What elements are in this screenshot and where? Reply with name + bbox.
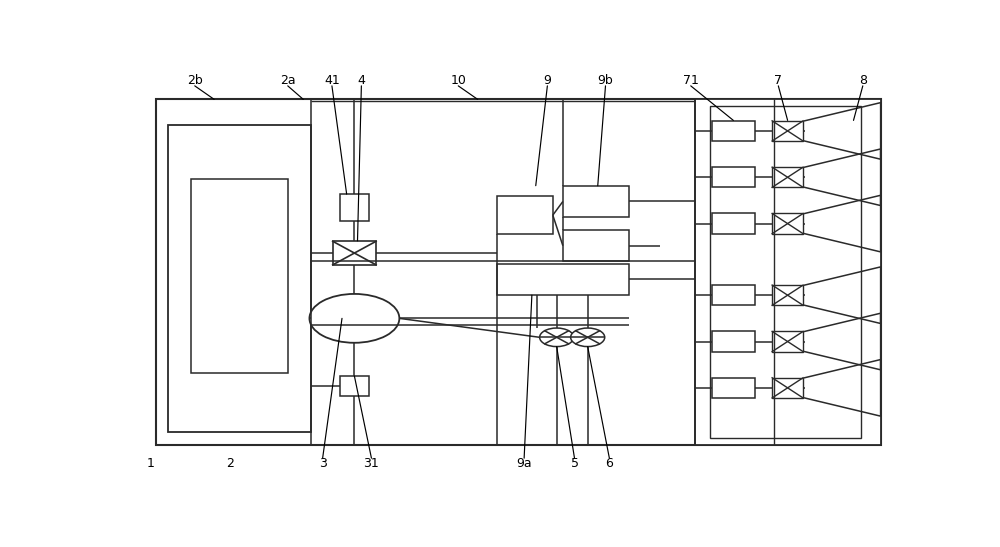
Bar bbox=[333, 241, 376, 265]
Bar bbox=[497, 196, 553, 234]
Bar bbox=[712, 121, 755, 141]
Text: 71: 71 bbox=[683, 74, 699, 87]
Bar bbox=[712, 378, 755, 398]
Bar bbox=[772, 121, 803, 141]
Text: 8: 8 bbox=[859, 74, 867, 87]
Text: 7: 7 bbox=[774, 74, 782, 87]
Text: 4: 4 bbox=[357, 74, 365, 87]
Bar bbox=[156, 100, 881, 445]
Text: 5: 5 bbox=[570, 457, 578, 470]
Text: 6: 6 bbox=[605, 457, 613, 470]
Bar bbox=[168, 125, 311, 432]
Text: 10: 10 bbox=[450, 74, 466, 87]
Bar bbox=[695, 100, 881, 445]
Bar bbox=[772, 331, 803, 352]
Bar bbox=[772, 378, 803, 398]
Text: 9: 9 bbox=[543, 74, 551, 87]
Text: 41: 41 bbox=[324, 74, 340, 87]
Text: 3: 3 bbox=[319, 457, 327, 470]
Bar bbox=[712, 213, 755, 234]
Bar bbox=[563, 185, 629, 217]
Bar bbox=[710, 106, 861, 438]
Text: 1: 1 bbox=[147, 457, 155, 470]
Circle shape bbox=[309, 294, 399, 343]
Bar bbox=[340, 194, 369, 222]
Circle shape bbox=[540, 328, 574, 347]
Circle shape bbox=[571, 328, 605, 347]
Text: 9b: 9b bbox=[598, 74, 613, 87]
Bar bbox=[712, 331, 755, 352]
Bar bbox=[772, 167, 803, 188]
Text: 2b: 2b bbox=[187, 74, 203, 87]
Bar bbox=[191, 179, 288, 373]
Text: 31: 31 bbox=[364, 457, 379, 470]
Bar bbox=[340, 376, 369, 396]
Bar bbox=[772, 285, 803, 305]
Text: 9a: 9a bbox=[516, 457, 532, 470]
Text: 2a: 2a bbox=[280, 74, 296, 87]
Bar bbox=[712, 167, 755, 188]
Bar bbox=[563, 230, 629, 261]
Bar bbox=[712, 285, 755, 305]
Bar bbox=[772, 213, 803, 234]
Bar bbox=[497, 264, 629, 295]
Text: 2: 2 bbox=[226, 457, 234, 470]
